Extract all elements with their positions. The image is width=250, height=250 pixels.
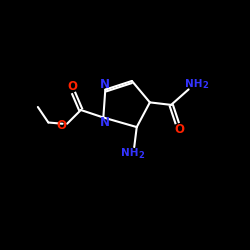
Text: 2: 2 [138,150,144,160]
Text: NH: NH [121,148,138,158]
Text: N: N [100,116,110,128]
Text: N: N [100,78,110,90]
Text: 2: 2 [202,82,208,90]
Text: O: O [174,123,184,136]
Text: O: O [68,80,78,94]
Text: NH: NH [185,79,203,89]
Text: O: O [56,119,66,132]
